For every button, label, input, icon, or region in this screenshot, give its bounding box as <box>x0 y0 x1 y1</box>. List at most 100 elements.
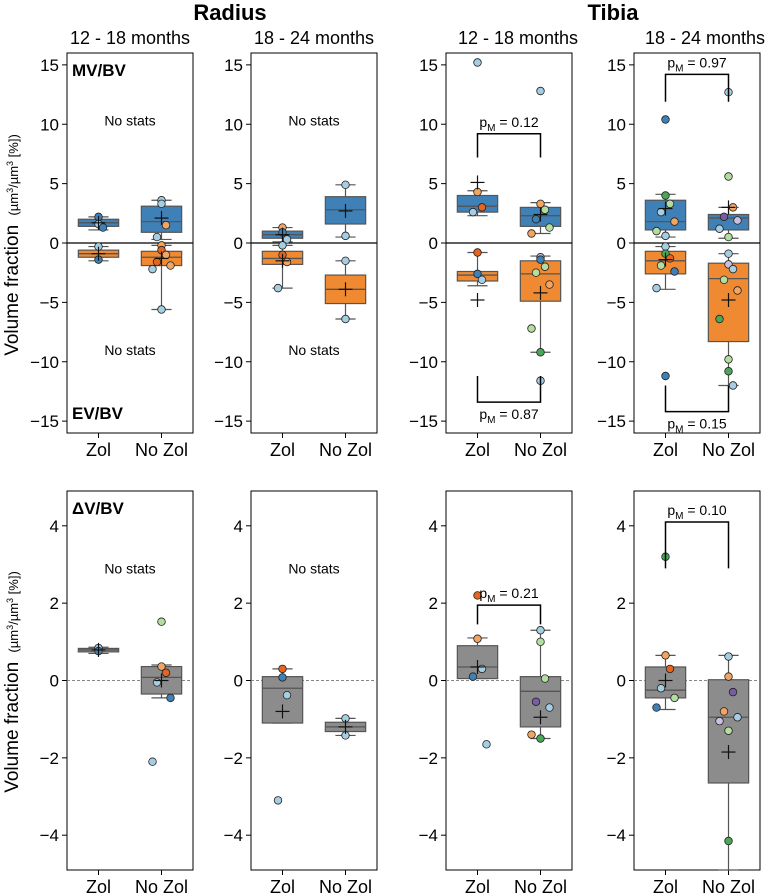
bracket-line <box>664 521 730 569</box>
data-point <box>545 703 554 712</box>
bracket-line <box>476 376 542 403</box>
data-point <box>157 617 166 626</box>
data-point <box>733 713 742 722</box>
y-tick-label: 2 <box>617 594 626 613</box>
data-point <box>161 250 171 260</box>
data-point <box>670 267 679 276</box>
y-axis-label-sup-b: 3 <box>5 161 15 166</box>
data-point <box>540 674 550 683</box>
y-axis-label-top: Volume fraction (µm3/µm3 [%]) <box>2 134 23 356</box>
p-value-label: pM = 0.10 <box>667 502 727 522</box>
box-delta-no-zol <box>707 652 750 871</box>
data-point <box>527 324 536 333</box>
y-tick-label: 0 <box>617 234 626 253</box>
y-tick-label: 5 <box>50 175 59 194</box>
box-formation-zol <box>644 115 687 241</box>
box-delta-no-zol <box>519 626 562 743</box>
panel-tibia-12-18-mvev: −15 −10 −5 0 5 10 15 Zol No Zol pM = 0.12 pM = 0.8… <box>409 52 573 460</box>
data-point <box>536 348 545 357</box>
data-point <box>661 371 670 381</box>
y-tick-label: 15 <box>607 56 626 75</box>
y-tick-label: 4 <box>617 517 626 536</box>
y-tick-label: 10 <box>224 115 243 134</box>
y-axis-label-unit-c: [%]) <box>6 134 21 161</box>
panel-radius-18-24-mvev: −15 −10 −5 0 5 10 15 Zol No Zol No stats No stats <box>214 52 378 460</box>
box-delta-zol <box>644 552 687 712</box>
p-value-label: pM = 0.21 <box>479 585 539 605</box>
age-label-tibia-12-18: 12 - 18 months <box>458 28 578 48</box>
no-stats-note: No stats <box>104 560 155 576</box>
data-point <box>477 275 487 285</box>
data-point <box>536 637 545 647</box>
x-tick-label: No Zol <box>135 877 188 896</box>
data-point <box>661 115 670 124</box>
y-tick-label: 4 <box>429 517 438 536</box>
significance-bracket: pM = 0.87 <box>476 376 542 426</box>
data-point <box>719 275 729 285</box>
data-point <box>152 678 162 687</box>
x-tick-label: Zol <box>86 877 111 896</box>
data-point <box>282 235 292 244</box>
y-tick-label: 2 <box>50 594 59 613</box>
data-point <box>273 283 283 293</box>
panel-radius-12-18-mvev: −15 −10 −5 0 5 10 15 Zol No Zol MV/BV EV/BV No stat… <box>30 52 194 460</box>
data-point <box>670 217 679 226</box>
no-stats-note: No stats <box>288 342 339 358</box>
box-delta-zol <box>261 664 304 805</box>
box-delta-no-zol <box>324 714 367 740</box>
x-tick-label: Zol <box>270 877 295 896</box>
y-axis-label-sup-a: 3 <box>5 625 15 630</box>
box-resorption-zol <box>644 242 687 381</box>
data-point <box>473 634 482 643</box>
y-axis-label-sup-a: 3 <box>5 188 15 193</box>
data-point <box>728 687 738 697</box>
x-tick-label: No Zol <box>514 877 567 896</box>
data-point <box>665 664 675 674</box>
data-point <box>724 652 733 661</box>
y-tick-label: 5 <box>234 175 243 194</box>
y-axis-label-sup-b: 3 <box>5 598 15 603</box>
data-point <box>652 283 661 293</box>
y-tick-label: −4 <box>419 826 438 845</box>
data-point <box>278 241 287 250</box>
data-point <box>477 664 487 674</box>
y-tick-label: −15 <box>30 412 59 431</box>
box-resorption-zol <box>456 248 499 307</box>
box-resorption-zol <box>261 241 304 293</box>
box-iqr <box>456 194 499 213</box>
no-stats-note: No stats <box>104 342 155 358</box>
data-point <box>719 707 729 716</box>
data-point <box>715 716 724 726</box>
header-tibia: Tibia <box>588 0 640 25</box>
panel-label: ΔV/BV <box>72 499 125 518</box>
data-point <box>477 203 487 212</box>
y-axis-label-unit-b: /µm <box>6 603 21 625</box>
y-tick-label: −5 <box>419 293 438 312</box>
y-tick-label: 5 <box>617 175 626 194</box>
data-point <box>473 269 482 279</box>
p-value-label: pM = 0.97 <box>667 54 727 74</box>
data-point <box>166 693 175 703</box>
box-iqr <box>707 213 750 231</box>
x-tick-label: No Zol <box>319 440 372 460</box>
data-point <box>724 172 733 181</box>
data-point <box>473 58 482 67</box>
box-delta-no-zol <box>140 617 183 766</box>
significance-bracket: pM = 0.15 <box>664 385 730 436</box>
age-label-tibia-18-24: 18 - 24 months <box>645 28 765 48</box>
age-label-radius-12-18: 12 - 18 months <box>70 28 190 48</box>
data-point <box>531 697 541 706</box>
data-point <box>166 261 175 270</box>
data-point <box>531 215 541 224</box>
y-tick-label: −15 <box>409 412 438 431</box>
y-axis-label-unit-a: (µm <box>6 193 21 216</box>
data-point <box>161 220 171 230</box>
data-point <box>341 314 350 324</box>
x-tick-label: No Zol <box>319 877 372 896</box>
data-point <box>527 229 536 238</box>
y-axis-label-bottom: Volume fraction (µm3/µm3 [%]) <box>2 571 23 793</box>
y-tick-label: 4 <box>234 517 243 536</box>
box-resorption-no-zol <box>140 241 183 314</box>
y-tick-label: 0 <box>617 672 626 691</box>
